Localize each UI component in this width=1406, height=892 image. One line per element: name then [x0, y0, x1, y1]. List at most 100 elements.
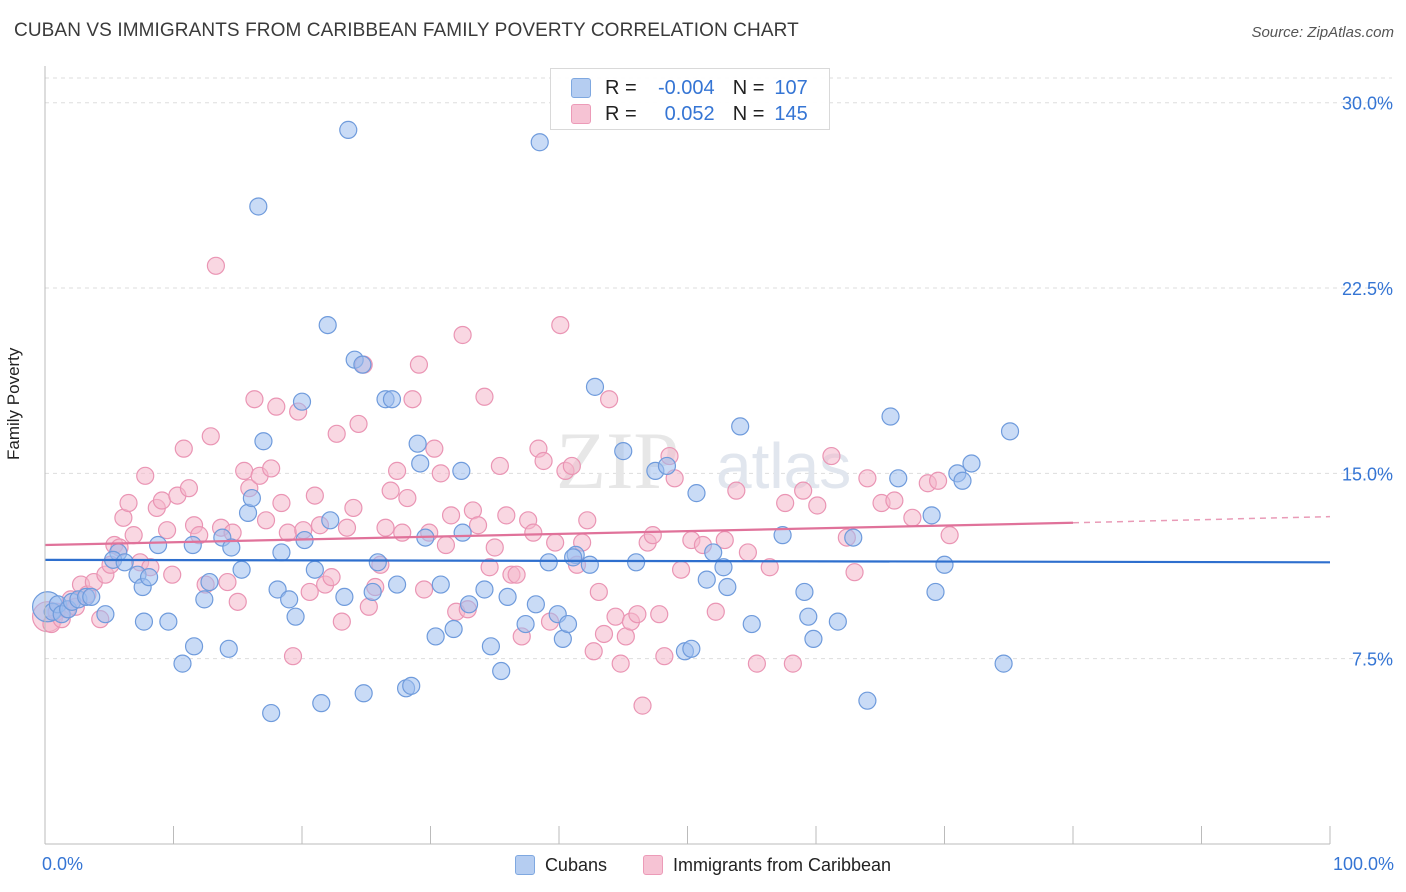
caribbean-point: [163, 565, 182, 584]
cuban-point: [682, 639, 701, 658]
caribbean-point: [414, 580, 434, 599]
caribbean-point: [475, 387, 494, 406]
n-value: 145: [774, 102, 808, 125]
legend-swatch-blue: [514, 855, 535, 875]
caribbean-point: [256, 511, 276, 530]
caribbean-point: [600, 390, 619, 409]
cuban-point: [697, 570, 716, 589]
caribbean-point: [206, 256, 226, 275]
caribbean-point: [453, 325, 472, 345]
caribbean-point: [480, 558, 499, 577]
axes: 7.5% 15.0% 22.5% 30.0% 0.0% 100.0%: [42, 66, 1394, 874]
caribbean-point: [903, 508, 922, 527]
legend-row-cubans: R = -0.004 N = 107: [571, 75, 808, 101]
caribbean-point: [858, 469, 877, 488]
cuban-point: [1000, 422, 1020, 441]
legend-item-cubans[interactable]: Cubans: [514, 852, 607, 878]
caribbean-point: [650, 605, 669, 624]
series-legend: Cubans Immigrants from Caribbean: [0, 852, 1406, 878]
n-label: N =: [732, 102, 765, 125]
cuban-point: [935, 555, 954, 574]
cuban-point: [475, 580, 494, 599]
cuban-point: [305, 560, 324, 579]
watermark: ZIP atlas: [556, 415, 851, 506]
cuban-point: [321, 511, 340, 530]
cuban-point: [742, 614, 761, 634]
cuban-point: [292, 392, 312, 411]
y-tick-label: 7.5%: [1352, 650, 1393, 670]
caribbean-point: [706, 602, 725, 621]
cuban-point: [773, 526, 792, 545]
caribbean-point: [332, 612, 351, 631]
caribbean-point: [327, 424, 346, 443]
cuban-point: [858, 691, 877, 710]
cuban-point: [262, 703, 281, 723]
legend-item-caribbean[interactable]: Immigrants from Caribbean: [642, 852, 892, 878]
cuban-point: [614, 442, 633, 461]
caribbean-point: [337, 518, 357, 537]
caribbean-point: [152, 491, 172, 510]
legend-label-caribbean: Immigrants from Caribbean: [672, 854, 892, 875]
caribbean-point: [218, 572, 237, 592]
cuban-point: [799, 607, 818, 626]
cuban-point: [96, 605, 115, 624]
cuban-point: [431, 575, 450, 594]
caribbean-point: [272, 493, 291, 513]
caribbean-point: [546, 533, 565, 552]
cuban-point: [922, 506, 941, 525]
caribbean-point: [468, 516, 488, 535]
cuban-point: [962, 454, 981, 473]
n-value: 107: [774, 76, 808, 99]
cuban-point: [481, 637, 500, 656]
r-value: -0.004: [657, 76, 715, 99]
caribbean-point: [245, 390, 264, 409]
caribbean-point: [822, 446, 841, 466]
cuban-point: [115, 553, 134, 572]
caribbean-point: [349, 414, 368, 434]
cuban-point: [159, 612, 178, 631]
caribbean-point: [760, 558, 779, 577]
cuban-point: [387, 575, 407, 594]
cuban-point: [516, 614, 535, 634]
cuban-point: [795, 582, 814, 602]
caribbean-point: [124, 526, 143, 545]
cuban-point: [580, 555, 599, 574]
cuban-point: [148, 535, 168, 555]
legend-swatch-blue: [571, 78, 591, 98]
caribbean-point: [497, 506, 516, 525]
cuban-point: [183, 535, 202, 555]
cuban-point: [139, 568, 159, 587]
legend-label-cubans: Cubans: [544, 854, 607, 875]
caribbean-trend-extension: [1072, 515, 1331, 524]
caribbean-point: [174, 439, 193, 458]
cuban-point: [953, 471, 972, 490]
caribbean-point: [715, 530, 734, 550]
caribbean-point: [578, 511, 597, 530]
cuban-point: [526, 595, 545, 614]
caribbean-point: [589, 582, 608, 602]
cuban-point: [657, 456, 677, 476]
caribbean-point: [344, 498, 363, 518]
cuban-point: [731, 417, 750, 436]
caribbean-point: [431, 464, 450, 483]
caribbean-point: [398, 488, 417, 508]
caribbean-point: [387, 461, 407, 480]
cuban-point: [363, 582, 382, 602]
cuban-point: [312, 694, 331, 713]
cuban-point: [268, 580, 287, 599]
cuban-point: [828, 612, 847, 631]
cuban-point: [626, 553, 646, 572]
cuban-point: [714, 558, 733, 577]
cuban-point: [453, 523, 472, 542]
y-tick-label: 15.0%: [1342, 464, 1393, 484]
caribbean-point: [436, 535, 456, 555]
cuban-point: [272, 543, 291, 562]
cuban-point: [382, 390, 402, 409]
caribbean-point: [655, 647, 674, 666]
x-tick-label: 0.0%: [42, 854, 83, 874]
cuban-point: [242, 488, 261, 508]
cuban-point: [498, 587, 517, 607]
caribbean-point: [300, 582, 319, 602]
caribbean-point: [594, 624, 614, 644]
cuban-point: [254, 432, 273, 451]
